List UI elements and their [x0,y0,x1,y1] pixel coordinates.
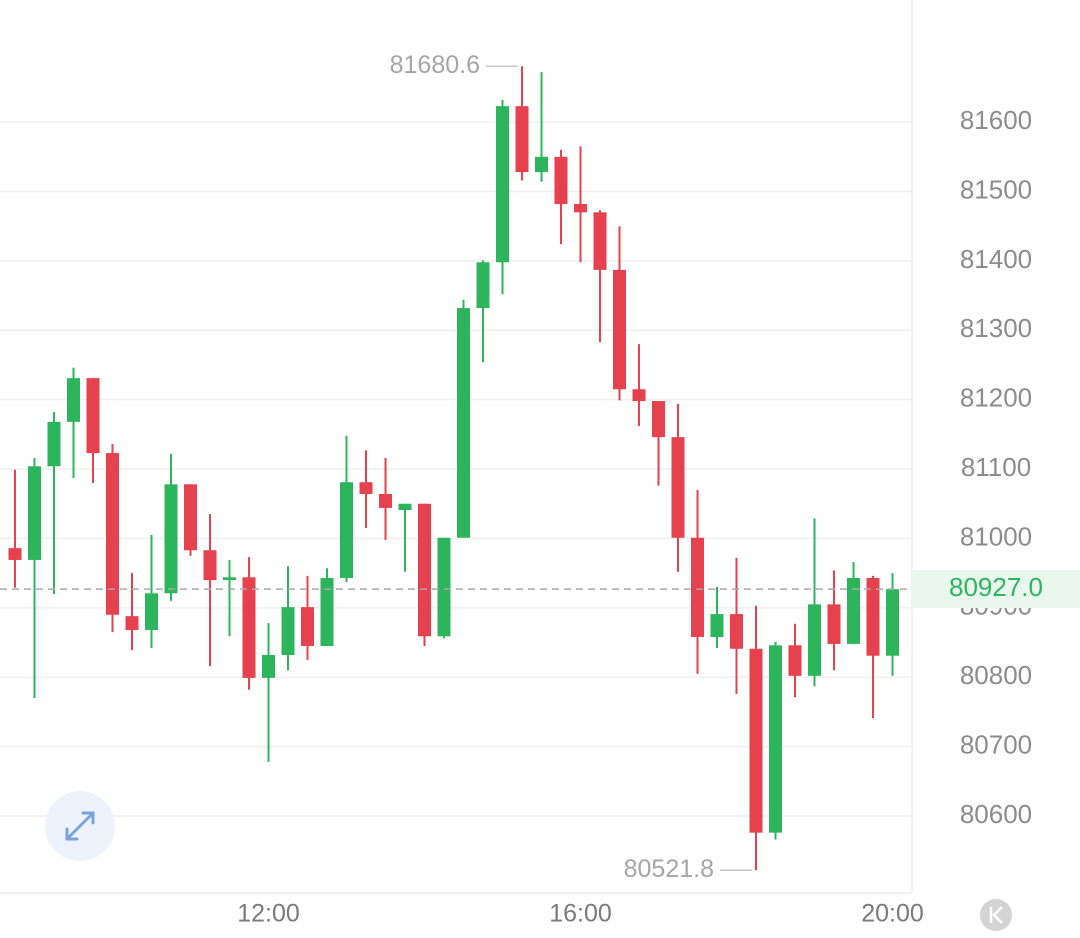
candle-body [886,589,899,656]
candle-body [457,308,470,538]
candle-body [28,466,41,560]
candle-body [340,482,353,578]
y-tick-label: 81000 [960,521,1032,551]
y-tick-label: 81100 [961,452,1031,482]
y-tick-label: 81200 [960,383,1032,413]
x-tick-label: 20:00 [861,900,924,928]
y-tick-label: 81400 [960,244,1032,274]
candle-body [242,577,256,678]
collapse-button[interactable] [980,899,1012,931]
candle-body [866,577,880,656]
last-price-tag [912,570,1080,609]
candle-body [554,156,568,204]
candle-body [437,537,451,637]
candle-body [8,548,22,560]
candle-body [730,614,743,649]
candle-body [398,503,412,510]
y-tick-label: 80600 [960,799,1032,829]
candle-body [847,577,860,644]
candle-body [613,269,626,390]
candle-body [476,262,490,309]
y-tick-label: 80800 [960,660,1032,690]
candle-body [184,484,197,551]
candle-body [47,421,61,467]
candle-body [67,378,80,422]
y-tick-label: 81300 [960,313,1032,343]
candle-body [827,604,841,644]
x-tick-label: 16:00 [549,900,612,928]
candle-body [788,645,802,676]
candle-body [86,378,100,454]
candle-body [145,593,158,631]
candle-body [203,550,217,581]
candle-body [106,453,119,615]
candle-body [593,212,607,270]
candle-body [320,577,334,646]
candle-body [671,437,685,538]
candle-body [515,106,529,173]
candle-body [652,401,665,438]
candle-body [223,577,236,581]
y-tick-label: 81500 [960,174,1032,204]
candle-body [164,484,178,594]
candle-body [691,537,704,637]
max-label: 81680.6 [390,51,480,79]
candle-body [749,648,763,833]
expand-button[interactable] [45,791,115,861]
candle-body [418,503,431,637]
candle-body [710,614,724,637]
candle-body [301,607,314,646]
candle-body [769,645,782,833]
candle-body [535,156,548,173]
candle-body [496,106,509,263]
candle-body [379,494,392,508]
x-tick-label: 12:00 [237,900,300,928]
candle-body [574,203,587,213]
last-price-label: 80927.0 [949,572,1043,602]
y-tick-label: 80700 [960,729,1032,759]
candle-body [281,607,295,656]
min-label: 80521.8 [624,855,714,883]
candle-body [632,389,646,402]
candle-body [359,482,373,495]
plot-area [0,66,912,871]
candle-body [262,655,275,678]
candle-body [808,604,821,676]
y-tick-label: 81600 [960,105,1032,135]
candle-body [125,616,139,631]
